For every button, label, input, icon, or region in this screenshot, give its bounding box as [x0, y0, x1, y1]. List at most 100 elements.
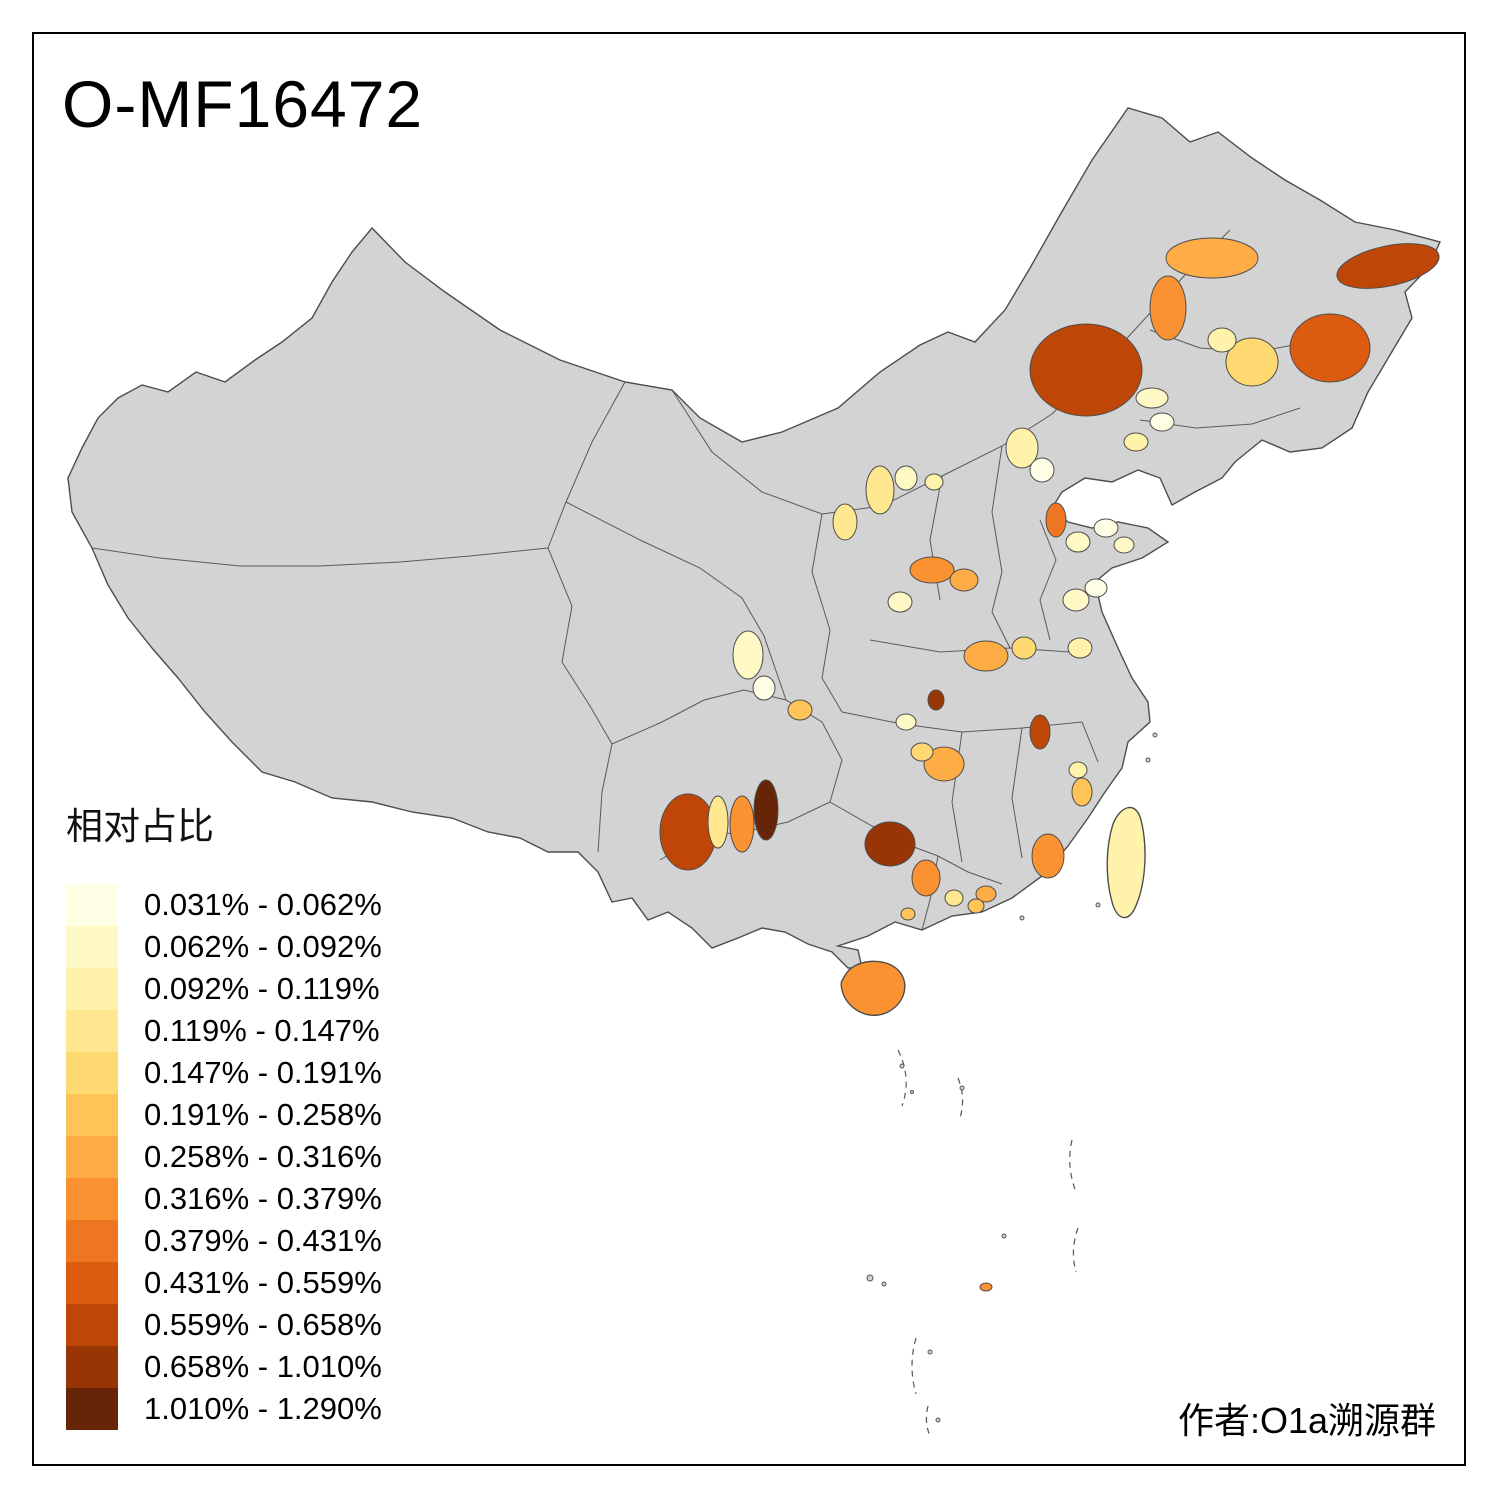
map-region [1123, 432, 1149, 452]
legend-item: 0.559% - 0.658% [66, 1304, 382, 1346]
map-region [1135, 387, 1169, 409]
legend-swatch [66, 1178, 118, 1220]
map-region [975, 885, 997, 903]
map-region [832, 503, 858, 541]
map-region [1029, 457, 1055, 483]
legend-item: 0.379% - 0.431% [66, 1220, 382, 1262]
map-region [963, 640, 1009, 672]
map-region [1149, 412, 1175, 432]
map-region [1165, 237, 1259, 279]
map-region [1045, 502, 1067, 538]
map-region [659, 793, 717, 871]
map-region [923, 746, 965, 782]
legend-title: 相对占比 [66, 806, 214, 847]
map-region [927, 689, 945, 711]
legend-swatch [66, 926, 118, 968]
map-region [1289, 313, 1371, 383]
map-region [864, 821, 916, 867]
map-region [753, 779, 779, 841]
legend-label: 0.316% - 0.379% [144, 1181, 382, 1216]
legend-label: 0.379% - 0.431% [144, 1223, 382, 1258]
legend-label: 0.147% - 0.191% [144, 1055, 382, 1090]
legend-item: 0.092% - 0.119% [66, 968, 382, 1010]
legend-item: 0.258% - 0.316% [66, 1136, 382, 1178]
map-region [944, 889, 964, 907]
map-region [900, 907, 916, 921]
legend-swatch [66, 1010, 118, 1052]
map-region [1336, 243, 1440, 289]
legend-swatch [66, 1388, 118, 1430]
legend: 相对占比 0.031% - 0.062% 0.062% - 0.092% 0.092… [66, 796, 382, 1430]
legend-label: 0.031% - 0.062% [144, 887, 382, 922]
sea-dashed-boundaries [897, 1049, 1079, 1437]
map-region [1071, 777, 1093, 807]
map-region [1031, 833, 1065, 879]
hainan-island [840, 960, 906, 1017]
legend-swatch [66, 1346, 118, 1388]
legend-swatch [66, 968, 118, 1010]
map-region [729, 795, 755, 853]
map-region [894, 465, 918, 491]
legend-label: 0.431% - 0.559% [144, 1265, 382, 1300]
legend-item: 0.119% - 0.147% [66, 1010, 382, 1052]
map-region [1029, 323, 1143, 417]
map-region [895, 713, 917, 731]
map-region [979, 1282, 993, 1292]
map-region [1065, 531, 1091, 553]
map-region [1149, 275, 1187, 341]
legend-label: 0.092% - 0.119% [144, 971, 380, 1006]
legend-swatch [66, 1052, 118, 1094]
plot-title: O-MF16472 [62, 67, 424, 141]
legend-label: 1.010% - 1.290% [144, 1391, 382, 1426]
mainland-outline [67, 107, 1441, 969]
legend-label: 0.258% - 0.316% [144, 1139, 382, 1174]
map-regions [659, 237, 1440, 1292]
legend-swatch [66, 1262, 118, 1304]
legend-swatch [66, 1094, 118, 1136]
map-region [1084, 578, 1108, 598]
map-region [949, 568, 979, 592]
map-region [707, 795, 729, 849]
map-region [910, 742, 934, 762]
map-region [887, 591, 913, 613]
legend-item: 0.147% - 0.191% [66, 1052, 382, 1094]
map-region [1062, 588, 1090, 612]
legend-items: 0.031% - 0.062% 0.062% - 0.092% 0.092% - 0… [66, 884, 382, 1430]
map-region [1067, 637, 1093, 659]
map-region [967, 898, 985, 914]
taiwan-island [1106, 807, 1146, 919]
map-region [1093, 518, 1119, 538]
legend-label: 0.559% - 0.658% [144, 1307, 382, 1342]
map-region [1113, 536, 1135, 554]
legend-item: 0.431% - 0.559% [66, 1262, 382, 1304]
legend-label: 0.658% - 1.010% [144, 1349, 382, 1384]
legend-item: 0.316% - 0.379% [66, 1178, 382, 1220]
map-region [752, 675, 776, 701]
legend-item: 0.031% - 0.062% [66, 884, 382, 926]
map-region [911, 859, 941, 897]
legend-swatch [66, 1304, 118, 1346]
small-islands [866, 732, 1158, 1423]
author-credit: 作者:O1a溯源群 [1177, 1400, 1436, 1441]
map-region [1068, 761, 1088, 779]
map-region [1011, 636, 1037, 660]
legend-item: 0.191% - 0.258% [66, 1094, 382, 1136]
map-region [1029, 714, 1051, 750]
legend-item: 1.010% - 1.290% [66, 1388, 382, 1430]
legend-item: 0.658% - 1.010% [66, 1346, 382, 1388]
map-region [865, 465, 895, 515]
map-region [732, 630, 764, 680]
map-region [924, 473, 944, 491]
legend-label: 0.062% - 0.092% [144, 929, 382, 964]
map-region [1225, 337, 1279, 387]
legend-swatch [66, 1136, 118, 1178]
map-region [909, 556, 955, 584]
legend-swatch [66, 884, 118, 926]
map-region [787, 699, 813, 721]
map-region [1207, 327, 1237, 353]
legend-label: 0.119% - 0.147% [144, 1013, 380, 1048]
legend-item: 0.062% - 0.092% [66, 926, 382, 968]
legend-label: 0.191% - 0.258% [144, 1097, 382, 1132]
map-region [1005, 427, 1039, 469]
